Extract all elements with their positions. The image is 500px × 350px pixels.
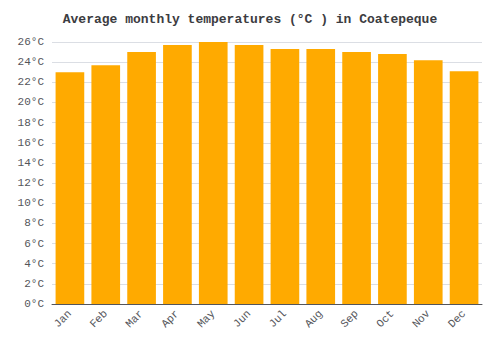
svg-text:24°C: 24°C	[18, 56, 45, 68]
svg-text:10°C: 10°C	[18, 197, 45, 209]
svg-text:Dec: Dec	[446, 308, 468, 330]
svg-text:14°C: 14°C	[18, 157, 45, 169]
svg-text:Mar: Mar	[123, 308, 145, 330]
svg-text:Nov: Nov	[410, 307, 433, 330]
svg-text:6°C: 6°C	[24, 238, 44, 250]
svg-text:16°C: 16°C	[18, 137, 45, 149]
svg-text:22°C: 22°C	[18, 76, 45, 88]
svg-text:4°C: 4°C	[24, 258, 44, 270]
svg-text:2°C: 2°C	[24, 278, 44, 290]
svg-text:Apr: Apr	[159, 308, 181, 330]
svg-text:26°C: 26°C	[18, 36, 45, 48]
svg-text:Feb: Feb	[88, 308, 110, 330]
svg-text:Jun: Jun	[231, 308, 253, 330]
svg-text:May: May	[195, 307, 218, 330]
svg-text:8°C: 8°C	[24, 217, 44, 229]
svg-text:0°C: 0°C	[24, 298, 44, 310]
svg-text:18°C: 18°C	[18, 117, 45, 129]
svg-text:Average monthly temperatures (: Average monthly temperatures (°C ) in Co…	[63, 12, 438, 27]
svg-text:Jan: Jan	[52, 308, 74, 330]
svg-text:12°C: 12°C	[18, 177, 45, 189]
svg-text:Aug: Aug	[303, 308, 325, 330]
svg-text:Jul: Jul	[267, 308, 289, 330]
svg-text:20°C: 20°C	[18, 96, 45, 108]
svg-text:Sep: Sep	[338, 308, 360, 330]
svg-text:Oct: Oct	[374, 308, 396, 330]
